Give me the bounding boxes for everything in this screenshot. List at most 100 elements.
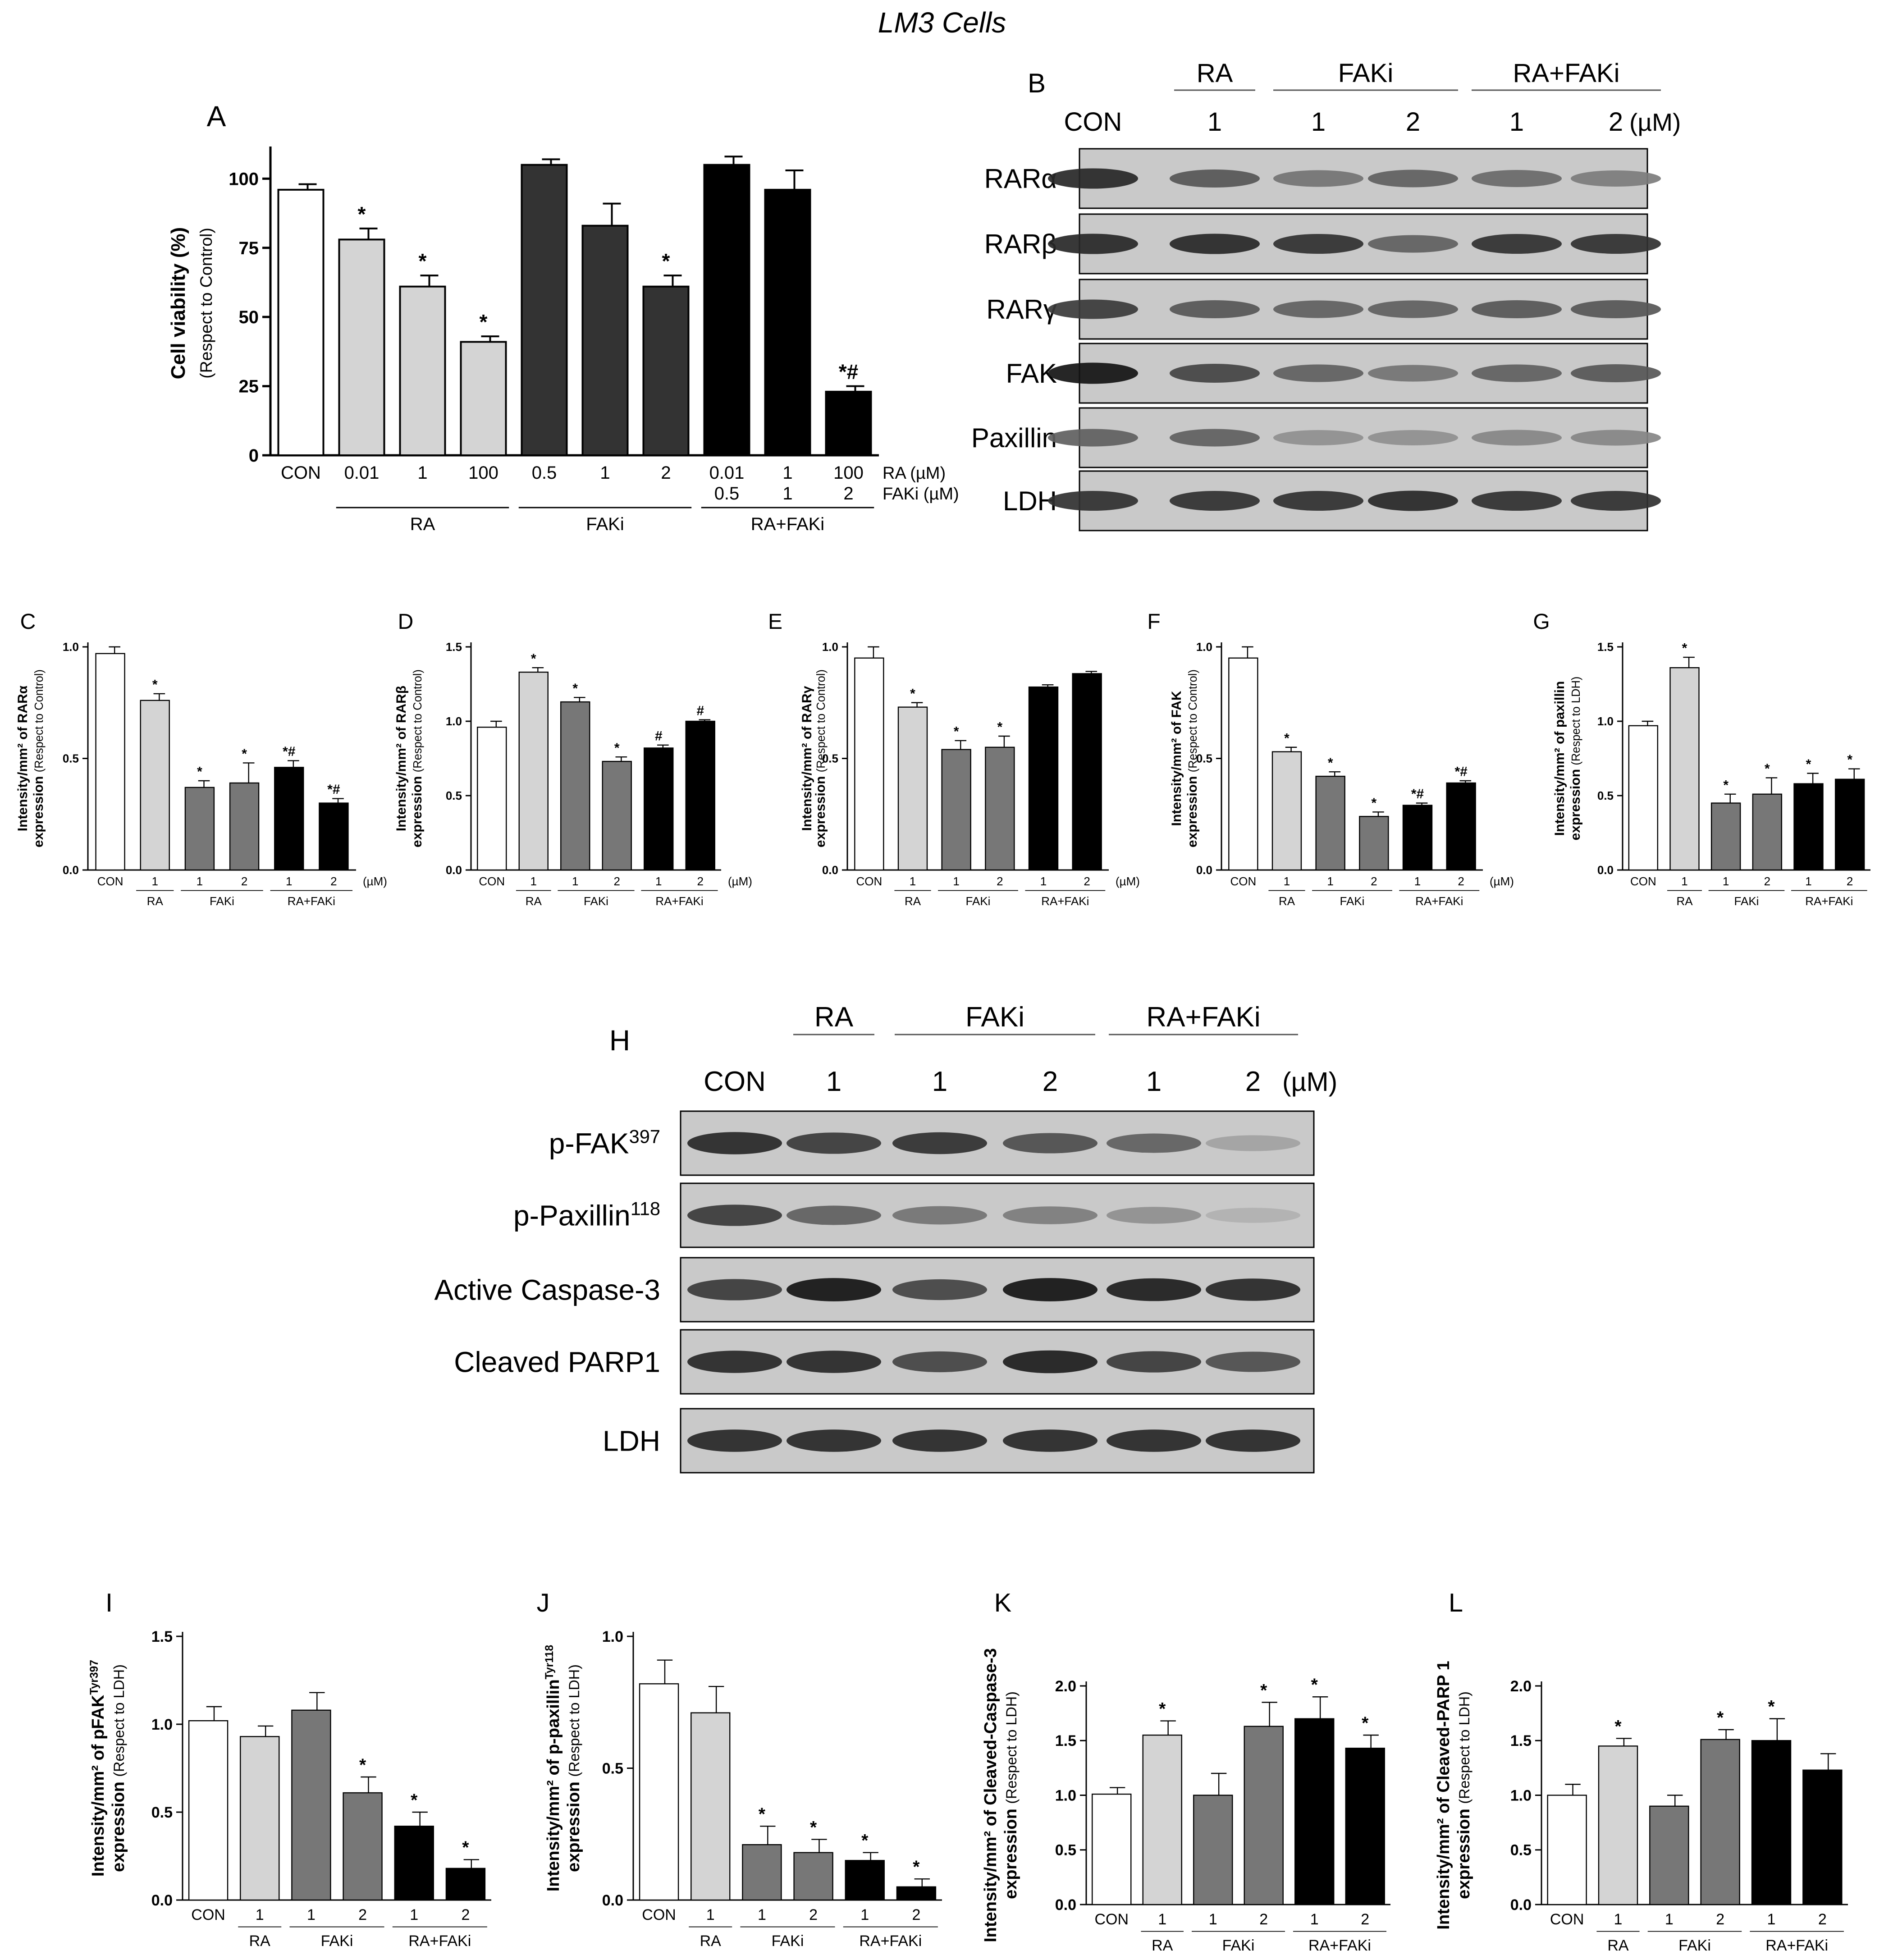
blot-band bbox=[787, 1132, 881, 1154]
x-tick-label: CON bbox=[1550, 1911, 1584, 1928]
blot-band bbox=[687, 1132, 782, 1154]
x-tick-label: 1 bbox=[307, 1906, 316, 1923]
bar-2 bbox=[897, 706, 928, 871]
bar-2 bbox=[690, 1712, 731, 1901]
y-tick-label: 0.0 bbox=[151, 1892, 173, 1909]
blot-band bbox=[1107, 1351, 1201, 1373]
x-tick-label: 2 bbox=[809, 1906, 818, 1923]
blot-unit: (µM) bbox=[1629, 108, 1681, 136]
blot-band bbox=[1003, 1133, 1097, 1154]
bar-5 bbox=[394, 1825, 434, 1901]
x-tick-label: 2 bbox=[1847, 875, 1853, 888]
x-tick-label: 1 bbox=[910, 875, 916, 888]
blot-band bbox=[1368, 365, 1458, 382]
blot-band bbox=[1206, 1135, 1300, 1151]
y-axis-sublabel: expression (Respect to LDH) bbox=[564, 1664, 583, 1872]
blot-row-label: p-Paxillin118 bbox=[513, 1198, 660, 1232]
group-label: FAKi bbox=[1222, 1937, 1255, 1954]
group-label: RA bbox=[1279, 894, 1295, 908]
significance-mark: * bbox=[358, 202, 366, 226]
significance-mark: *# bbox=[1411, 787, 1424, 801]
blot-row-label: p-FAK397 bbox=[549, 1126, 660, 1160]
x-tick-label: 2 bbox=[997, 875, 1003, 888]
significance-mark: * bbox=[1717, 1708, 1724, 1727]
bar-4 bbox=[1752, 793, 1783, 871]
significance-mark: * bbox=[531, 651, 536, 666]
blot-band bbox=[687, 1351, 782, 1373]
x-tick-label: 2 bbox=[330, 875, 337, 888]
blot-band bbox=[1003, 1206, 1097, 1224]
significance-mark: * bbox=[1159, 1699, 1166, 1719]
blot-row: RARβ bbox=[984, 213, 1661, 275]
x-tick-label: 100 bbox=[833, 463, 864, 483]
x-tick-label: 1 bbox=[1805, 875, 1811, 888]
x-tick-label: 1 bbox=[572, 875, 578, 888]
chart-C: C 0.0 0.5 1.0 Intensity/mm² of RARα expressio… bbox=[15, 610, 387, 908]
blot-band bbox=[1571, 430, 1661, 446]
y-axis-sublabel: expression (Respect to Control) bbox=[1185, 669, 1200, 847]
group-label: RA+FAKi bbox=[751, 514, 824, 534]
x-tick-label: CON bbox=[281, 463, 321, 483]
x-tick-label: 2 bbox=[661, 463, 671, 483]
y-axis-label: Intensity/mm² of paxillin bbox=[1552, 681, 1567, 836]
significance-mark: * bbox=[480, 310, 488, 334]
blot-band bbox=[1571, 234, 1661, 254]
x-tick-label: CON bbox=[97, 875, 123, 888]
blot-band bbox=[1170, 300, 1260, 318]
group-label: RA+FAKi bbox=[655, 894, 703, 908]
blot-band bbox=[1368, 490, 1458, 511]
bar-4 bbox=[793, 1852, 833, 1901]
group-label: RA bbox=[1676, 894, 1693, 908]
y-tick-label: 0.5 bbox=[1196, 752, 1212, 765]
blot-band bbox=[1368, 300, 1458, 318]
significance-mark: * bbox=[1765, 761, 1770, 776]
blot-group-label: RA bbox=[1197, 59, 1233, 88]
y-tick-label: 75 bbox=[239, 238, 259, 258]
panel-label-L: L bbox=[1449, 1589, 1463, 1617]
group-label: FAKi bbox=[584, 894, 608, 908]
bar-6 bbox=[1802, 1769, 1843, 1905]
x-tick-label: 0.01 bbox=[709, 463, 745, 483]
blot-row-label: LDH bbox=[603, 1424, 660, 1457]
x-tick-label: 2 bbox=[697, 875, 704, 888]
bar-5 bbox=[1028, 686, 1059, 871]
significance-mark: * bbox=[1311, 1676, 1318, 1695]
group-label: RA+FAKi bbox=[859, 1933, 922, 1950]
blot-row: p-FAK397 bbox=[549, 1110, 1315, 1176]
bar-5 bbox=[521, 164, 568, 456]
blot-band bbox=[1273, 364, 1363, 382]
blot-band bbox=[1170, 429, 1260, 447]
y-axis-label: Intensity/mm² of RARα bbox=[15, 685, 30, 831]
bar-4 bbox=[1359, 815, 1389, 871]
x-tick-label: 1 bbox=[860, 1906, 869, 1923]
group-label: RA+FAKi bbox=[408, 1933, 471, 1950]
blot-group-label: RA+FAKi bbox=[1146, 1002, 1260, 1033]
bar-4 bbox=[460, 341, 507, 457]
x-tick-label: 1 bbox=[953, 875, 959, 888]
group-label: RA+FAKi bbox=[288, 894, 335, 908]
bar-4 bbox=[343, 1792, 383, 1901]
bar-5 bbox=[1751, 1740, 1792, 1905]
y-tick-label: 1.5 bbox=[1510, 1732, 1532, 1749]
significance-mark: * bbox=[1260, 1681, 1267, 1700]
blot-band bbox=[1048, 491, 1138, 511]
bar-3 bbox=[560, 701, 590, 871]
bar-6 bbox=[445, 1868, 486, 1901]
bar-1 bbox=[639, 1683, 679, 1901]
group-label: RA bbox=[905, 894, 921, 908]
blot-band bbox=[1206, 1208, 1300, 1223]
unit-label: (µM) bbox=[1490, 875, 1514, 888]
x-tick-label: 1 bbox=[197, 875, 203, 888]
panel-label-F: F bbox=[1147, 610, 1160, 634]
chart-L: L 0.0 0.5 1.0 1.5 2.0 Intensity/mm² of Cleaved… bbox=[1434, 1589, 1848, 1954]
blot-band bbox=[1571, 364, 1661, 382]
y-tick-label: 0.0 bbox=[1597, 863, 1614, 877]
bar-1 bbox=[1547, 1795, 1587, 1905]
blot-band bbox=[1472, 234, 1562, 254]
blot-band bbox=[1107, 1207, 1201, 1224]
bar-6 bbox=[685, 720, 715, 871]
lane-label: 1 bbox=[1509, 107, 1524, 137]
